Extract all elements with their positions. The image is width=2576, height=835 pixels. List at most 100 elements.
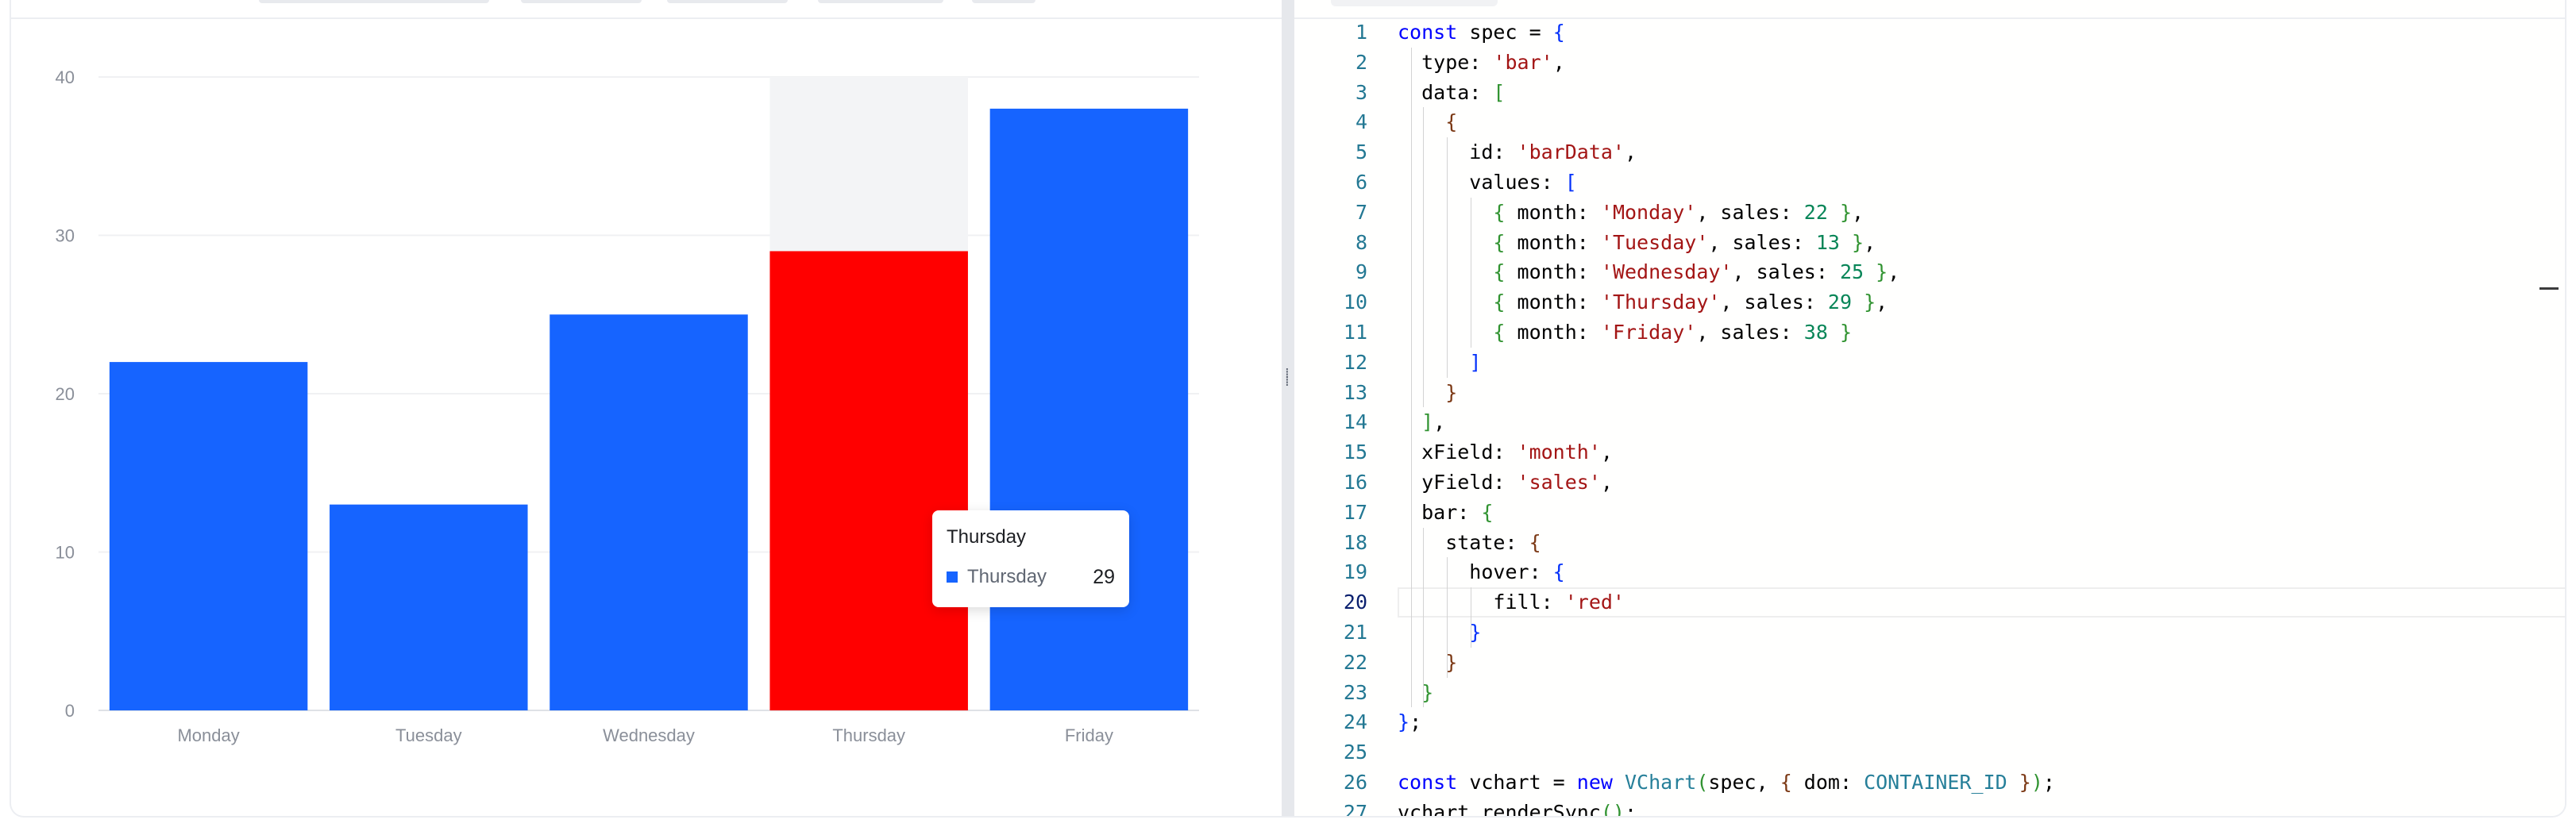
code-line[interactable]: 5 id: 'barData', [1294, 137, 2565, 167]
code-line[interactable]: 25 [1294, 737, 2565, 768]
tooltip-series-swatch [947, 571, 958, 583]
bar-thursday[interactable] [769, 251, 968, 710]
code-token: 'Thursday' [1600, 291, 1721, 314]
code-line[interactable]: 13 } [1294, 378, 2565, 408]
line-number: 1 [1355, 21, 1367, 44]
line-code: } [1398, 648, 1457, 678]
code-token: , [1864, 230, 1876, 254]
code-token [1398, 110, 1445, 133]
code-line[interactable]: 17 bar: { [1294, 498, 2565, 528]
code-token: 'Tuesday' [1600, 230, 1709, 254]
code-token: } [1864, 291, 1876, 314]
bar-wednesday[interactable] [550, 314, 748, 710]
code-token: 'sales' [1517, 470, 1601, 494]
code-line[interactable]: 21 } [1294, 618, 2565, 648]
code-token: new [1576, 770, 1613, 794]
code-token: 'Monday' [1600, 200, 1697, 224]
code-line[interactable]: 4 { [1294, 107, 2565, 137]
line-code: data: [ [1398, 78, 1505, 108]
code-line[interactable]: 12 ] [1294, 348, 2565, 378]
toolbar-button-5[interactable] [972, 0, 1035, 3]
line-code: values: [ [1398, 167, 1577, 198]
code-token: month: [1505, 260, 1601, 284]
code-token: 25 [1839, 260, 1865, 284]
code-token: } [1469, 620, 1482, 644]
code-line[interactable]: 22 } [1294, 648, 2565, 678]
code-token [1398, 381, 1445, 404]
code-line[interactable]: 18 state: { [1294, 528, 2565, 558]
line-code: { month: 'Thursday', sales: 29 }, [1398, 287, 1888, 317]
code-token [1613, 771, 1625, 794]
code-line[interactable]: 9 { month: 'Wednesday', sales: 25 }, [1294, 257, 2565, 287]
toolbar-button-1[interactable] [259, 0, 489, 3]
line-number: 11 [1343, 320, 1367, 344]
code-token: { [1552, 21, 1565, 44]
code-line[interactable]: 8 { month: 'Tuesday', sales: 13 }, [1294, 228, 2565, 258]
line-number: 19 [1343, 560, 1367, 584]
code-line[interactable]: 2 type: 'bar', [1294, 48, 2565, 78]
code-line[interactable]: 20 fill: 'red' [1294, 587, 2565, 618]
code-line[interactable]: 16 yField: 'sales', [1294, 468, 2565, 498]
bar-monday[interactable] [109, 362, 308, 710]
toolbar-button-3[interactable] [667, 0, 788, 3]
code-lines[interactable]: 1 const spec = {2 type: 'bar', 3 data: [4 … [1294, 17, 2565, 816]
bar-friday[interactable] [989, 108, 1189, 710]
tooltip-title: Thursday [947, 526, 1027, 548]
line-number: 22 [1343, 650, 1367, 674]
code-line[interactable]: 24}; [1294, 707, 2565, 737]
line-number: 4 [1355, 110, 1367, 134]
code-line[interactable]: 10 { month: 'Thursday', sales: 29 }, [1294, 287, 2565, 317]
line-number: 15 [1343, 441, 1367, 464]
code-line[interactable]: 27 vchart.renderSync(); [1294, 798, 2565, 816]
code-token: 'red' [1564, 591, 1625, 614]
editor-tab-bar [1294, 0, 2565, 19]
line-number: 3 [1355, 80, 1367, 104]
scrollbar-position-marker[interactable] [2539, 287, 2559, 290]
code-line[interactable]: 11 { month: 'Friday', sales: 38 } [1294, 317, 2565, 348]
code-token: state: [1398, 530, 1529, 554]
code-token [2007, 771, 2019, 794]
pane-splitter[interactable]: ⁞ ⁞ [1282, 0, 1294, 816]
line-code: const vchart = new VChart(spec, { dom: C… [1398, 768, 2055, 798]
editor-tab[interactable] [1331, 0, 1498, 6]
code-token: , [1600, 470, 1613, 494]
code-line[interactable]: 26 const vchart = new VChart(spec, { dom:… [1294, 768, 2565, 798]
code-line[interactable]: 7 { month: 'Monday', sales: 22 }, [1294, 198, 2565, 228]
code-token: [ [1564, 170, 1577, 194]
code-editor[interactable]: 1 const spec = {2 type: 'bar', 3 data: [4 … [1294, 0, 2565, 816]
code-token [1398, 651, 1445, 674]
code-token [1398, 410, 1421, 433]
code-token: const [1398, 770, 1458, 794]
indent-guide [1447, 137, 1448, 378]
code-line[interactable]: 3 data: [ [1294, 78, 2565, 108]
x-tick-label: Monday [177, 725, 239, 745]
code-line[interactable]: 23 } [1294, 678, 2565, 708]
code-token: , sales: [1720, 291, 1828, 314]
code-token: { [1493, 320, 1506, 344]
line-number: 13 [1343, 380, 1367, 404]
line-code: ], [1398, 407, 1445, 437]
indent-guide [1423, 107, 1425, 408]
code-token [1398, 351, 1469, 374]
line-code: vchart.renderSync(); [1398, 798, 1637, 816]
bar-tuesday[interactable] [330, 504, 528, 710]
drag-handle-icon[interactable]: ⁞ ⁞ [1285, 365, 1290, 390]
line-code: { month: 'Wednesday', sales: 25 }, [1398, 257, 1899, 287]
code-token: } [1852, 230, 1865, 254]
code-token: , [1600, 441, 1613, 464]
code-line[interactable]: 6 values: [ [1294, 167, 2565, 198]
line-number: 10 [1343, 291, 1367, 314]
tooltip-value: 29 [1093, 565, 1115, 588]
code-token: month: [1505, 320, 1601, 344]
code-line[interactable]: 15 xField: 'month', [1294, 437, 2565, 468]
code-token: xField: [1398, 441, 1517, 464]
code-line[interactable]: 19 hover: { [1294, 557, 2565, 587]
code-token: CONTAINER_ID [1864, 770, 2007, 794]
line-code: }; [1398, 707, 1421, 737]
toolbar-button-4[interactable] [818, 0, 943, 3]
code-line[interactable]: 1 const spec = { [1294, 17, 2565, 48]
line-code: type: 'bar', [1398, 48, 1565, 78]
toolbar-button-2[interactable] [521, 0, 642, 3]
code-token: bar: [1398, 500, 1482, 524]
code-line[interactable]: 14 ], [1294, 407, 2565, 437]
